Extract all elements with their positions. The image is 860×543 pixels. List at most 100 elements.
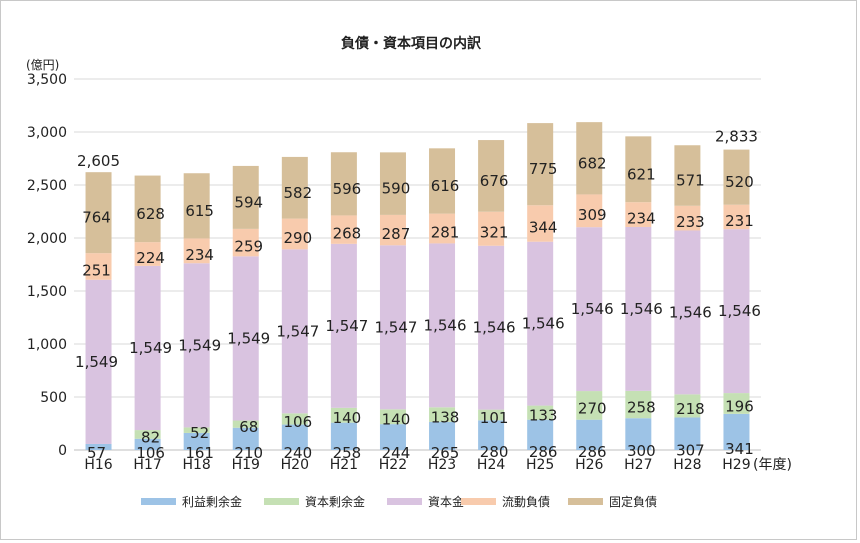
data-label: 268 (333, 225, 362, 243)
data-label: 234 (627, 210, 656, 228)
x-tick-label: H27 (624, 457, 652, 473)
data-label: 321 (480, 224, 509, 242)
data-label: 234 (185, 246, 214, 264)
data-label: 1,546 (571, 300, 614, 318)
bar-segment (134, 175, 161, 243)
bar-segment (183, 263, 210, 428)
legend-label: 流動負債 (502, 494, 550, 509)
data-label: 571 (676, 172, 705, 190)
bar-segment (330, 215, 357, 244)
data-label: 300 (627, 442, 656, 460)
bar-segment (625, 226, 652, 391)
data-label: 287 (382, 225, 411, 243)
legend-swatch (387, 498, 422, 505)
data-label: 307 (676, 442, 705, 460)
bar-segment (576, 419, 603, 450)
data-label: 1,549 (227, 329, 270, 347)
y-tick-label: 2,500 (27, 178, 67, 194)
bar-segment (281, 156, 308, 219)
x-tick-label: H19 (232, 457, 260, 473)
data-label: 270 (578, 399, 607, 417)
data-label: 1,546 (620, 300, 663, 318)
bar-segment (478, 140, 505, 212)
x-tick-label: H28 (673, 457, 701, 473)
legend-label: 固定負債 (609, 494, 657, 509)
data-label: 520 (725, 173, 754, 191)
bar-segment (625, 390, 652, 419)
data-label: 621 (627, 165, 656, 183)
data-label: 258 (333, 444, 362, 462)
bar-segment (527, 419, 554, 450)
x-tick-label: H16 (84, 457, 112, 473)
data-label: 290 (284, 229, 313, 247)
bar-segment (674, 394, 701, 418)
bar-segment (232, 228, 259, 257)
data-label: 52 (190, 424, 209, 442)
total-label: 2,833 (715, 128, 758, 146)
data-label: 265 (431, 444, 460, 462)
data-label: 594 (234, 193, 263, 211)
bar-segment (527, 405, 554, 420)
bar-segment (625, 136, 652, 203)
data-label: 596 (333, 180, 362, 198)
bar-segment (330, 152, 357, 216)
data-label: 161 (185, 444, 214, 462)
bar-segment (330, 422, 357, 450)
total-label: 2,605 (77, 152, 120, 170)
bar-segment (232, 427, 259, 450)
bar-segment (134, 430, 161, 439)
legend-label: 資本剰余金 (305, 494, 365, 509)
legend-label: 利益剰余金 (182, 494, 242, 509)
bar-segment (281, 424, 308, 450)
legend-swatch (568, 498, 603, 505)
x-tick-label: H25 (526, 457, 554, 473)
bar-segment (576, 227, 603, 392)
bar-segment (674, 205, 701, 231)
data-label: 133 (529, 407, 558, 425)
bar-segment (429, 243, 456, 408)
gridlines (74, 78, 761, 451)
legend: 利益剰余金 資本剰余金 資本金 流動負債 固定負債 (141, 494, 657, 509)
bar-segment (576, 122, 603, 195)
bar-segment (379, 214, 406, 246)
data-label: 676 (480, 172, 509, 190)
data-label: 281 (431, 224, 460, 242)
legend-swatch (461, 498, 496, 505)
bars (85, 122, 750, 450)
bar-segment (576, 194, 603, 228)
data-label: 1,546 (669, 303, 712, 321)
bar-segment (281, 413, 308, 425)
data-label: 231 (725, 212, 754, 230)
bar-segment (281, 249, 308, 414)
data-label: 57 (87, 444, 106, 462)
chart-title: 負債・資本項目の内訳 (341, 35, 482, 52)
data-label: 309 (578, 206, 607, 224)
bar-segment (85, 253, 112, 280)
bar-segment (183, 173, 210, 239)
data-label: 764 (82, 209, 111, 227)
bar-segment (674, 230, 701, 395)
data-label: 1,549 (75, 353, 118, 371)
y-tick-label: 1,000 (27, 337, 67, 353)
y-tick-labels: 0 500 1,000 1,500 2,000 2,500 3,000 3,500 (27, 72, 67, 459)
data-label: 1,547 (325, 317, 368, 335)
data-label: 251 (82, 261, 111, 279)
bar-segment (723, 204, 750, 230)
bar-segment (478, 409, 505, 421)
x-tick-label: H18 (183, 457, 211, 473)
data-label: 616 (431, 177, 460, 195)
x-tick-label: H24 (477, 457, 505, 473)
bar-segment (625, 202, 652, 227)
bar-segment (723, 393, 750, 414)
data-label: 615 (185, 202, 214, 220)
y-tick-label: 1,500 (27, 284, 67, 300)
y-tick-label: 3,500 (27, 72, 67, 88)
data-label: 1,547 (374, 318, 417, 336)
bar-segment (527, 241, 554, 406)
bar-segment (674, 145, 701, 206)
data-label: 682 (578, 154, 607, 172)
data-label: 280 (480, 443, 509, 461)
data-label: 233 (676, 213, 705, 231)
bar-segment (527, 205, 554, 242)
bar-segment (576, 391, 603, 420)
